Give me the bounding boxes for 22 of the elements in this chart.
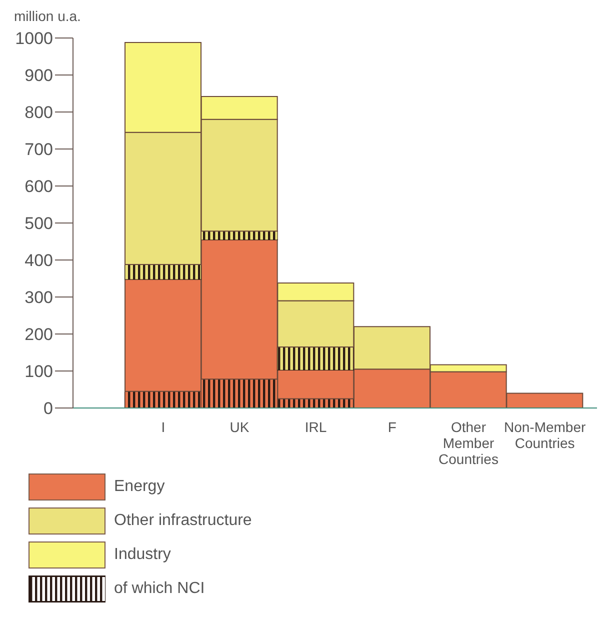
y-tick-label: 200 xyxy=(24,325,53,344)
y-tick-label: 1000 xyxy=(15,29,53,48)
x-tick-label: I xyxy=(161,419,166,435)
y-tick-label: 500 xyxy=(24,214,53,234)
x-tick-label: F xyxy=(388,419,396,435)
legend-label: Industry xyxy=(114,546,171,564)
legend-label: Other infrastructure xyxy=(114,512,252,530)
legend-label: Energy xyxy=(114,478,165,496)
x-tick-label: Non-Member Countries xyxy=(504,419,586,451)
y-tick-label: 0 xyxy=(44,399,53,418)
y-axis-title: million u.a. xyxy=(13,8,82,26)
legend-label: of which NCI xyxy=(114,580,205,598)
y-tick-label: 100 xyxy=(24,362,53,382)
y-tick-label: 900 xyxy=(24,66,53,86)
y-tick-label: 600 xyxy=(24,177,53,196)
y-tick-label: 800 xyxy=(24,103,53,122)
x-tick-label: Other Member Countries xyxy=(438,419,498,467)
y-tick-label: 300 xyxy=(24,288,53,308)
x-tick-label: IRL xyxy=(304,419,327,435)
y-tick-label: 400 xyxy=(24,251,53,270)
x-tick-label: UK xyxy=(230,419,250,435)
y-tick-label: 700 xyxy=(24,140,53,160)
